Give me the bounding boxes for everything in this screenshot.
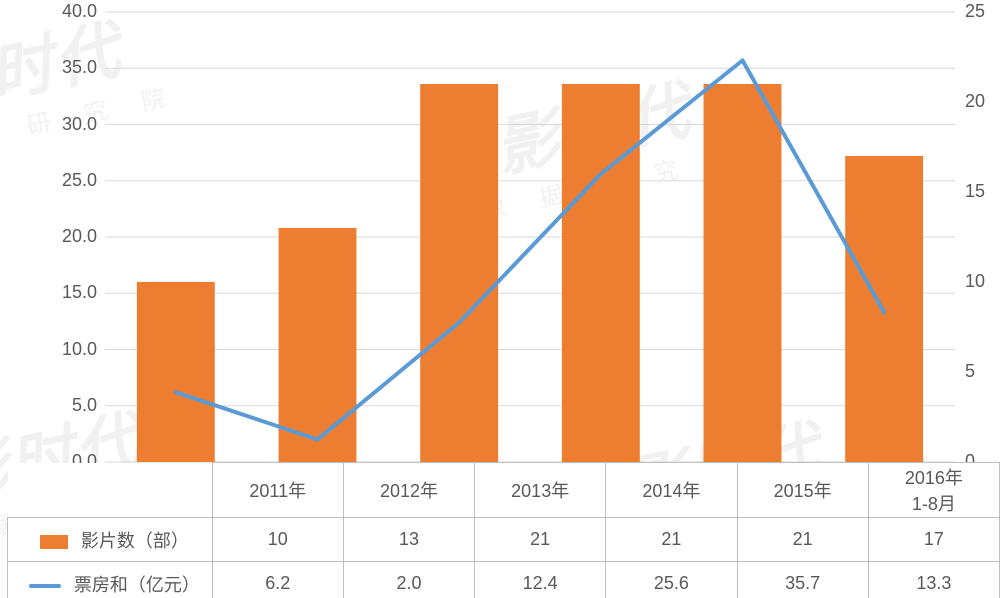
bar-value-cell: 21 — [606, 518, 737, 562]
line-value-cell: 13.3 — [868, 562, 999, 598]
category-cell: 2012年 — [343, 463, 474, 518]
yr-tick: 5 — [965, 361, 975, 382]
yl-tick: 10.0 — [37, 339, 97, 360]
yl-tick: 5.0 — [37, 395, 97, 416]
bar — [420, 84, 498, 462]
yr-tick: 20 — [965, 91, 985, 112]
legend-blank-cell — [8, 463, 213, 518]
line-value-cell: 25.6 — [606, 562, 737, 598]
category-cell: 2011年 — [212, 463, 343, 518]
bar-value-cell: 13 — [343, 518, 474, 562]
bar — [279, 228, 357, 462]
yl-tick: 15.0 — [37, 282, 97, 303]
category-cell: 2015年 — [737, 463, 868, 518]
category-cell: 2014年 — [606, 463, 737, 518]
yl-tick: 35.0 — [37, 57, 97, 78]
category-cell: 2016年1-8月 — [868, 463, 999, 518]
line-value-cell: 2.0 — [343, 562, 474, 598]
yl-tick: 20.0 — [37, 226, 97, 247]
bar-value-cell: 21 — [475, 518, 606, 562]
bar-value-cell: 10 — [212, 518, 343, 562]
line-value-cell: 35.7 — [737, 562, 868, 598]
bar — [562, 84, 640, 462]
legend-bar-label: 影片数（部） — [81, 531, 189, 551]
legend-line-swatch — [29, 584, 61, 588]
legend-bar-swatch — [40, 535, 68, 549]
yr-tick: 25 — [965, 1, 985, 22]
category-cell: 2013年 — [475, 463, 606, 518]
yl-tick: 30.0 — [37, 114, 97, 135]
yr-tick: 15 — [965, 181, 985, 202]
bar — [704, 84, 782, 462]
line-value-cell: 6.2 — [212, 562, 343, 598]
bar-value-cell: 17 — [868, 518, 999, 562]
legend-line-label: 票房和（亿元） — [74, 575, 200, 595]
chart-data-table: 2011年2012年2013年2014年2015年2016年1-8月 影片数（部… — [7, 462, 1000, 598]
yl-tick: 25.0 — [37, 170, 97, 191]
line-value-cell: 12.4 — [475, 562, 606, 598]
yr-tick: 10 — [965, 271, 985, 292]
legend-line-cell: 票房和（亿元） — [8, 562, 213, 598]
legend-bar-cell: 影片数（部） — [8, 518, 213, 562]
bar — [137, 282, 215, 462]
yl-tick: 40.0 — [37, 1, 97, 22]
bar-value-cell: 21 — [737, 518, 868, 562]
